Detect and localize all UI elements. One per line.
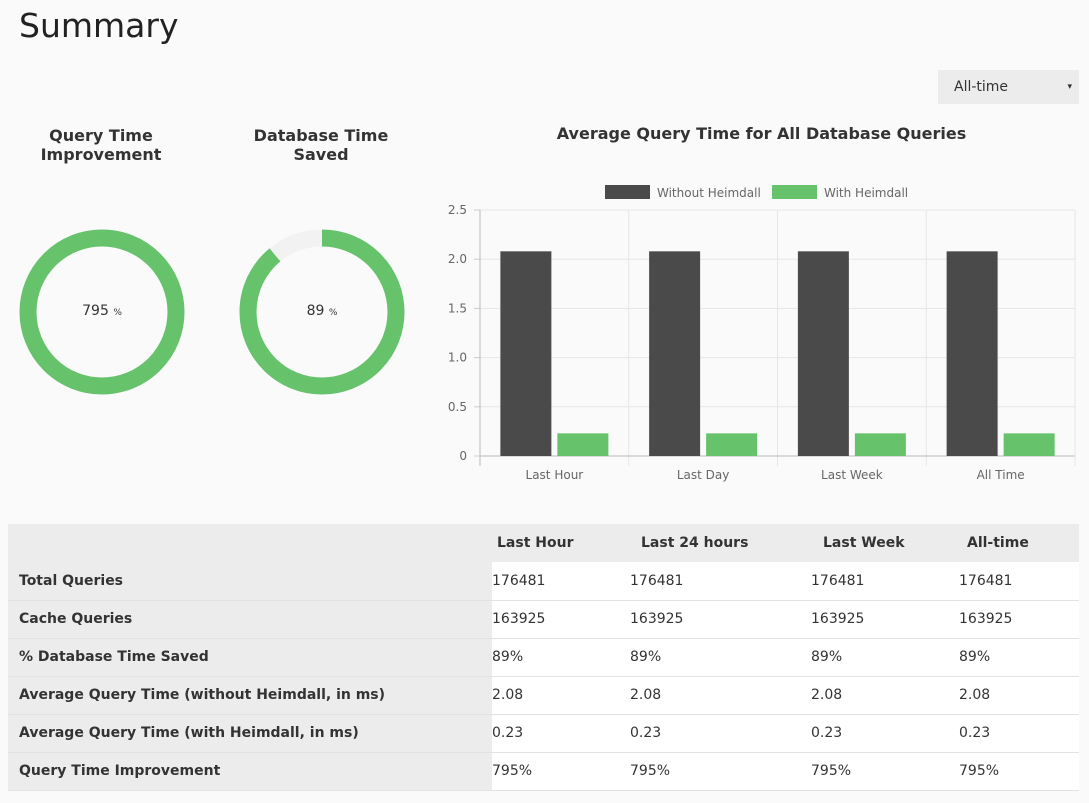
table-cell: 795%	[959, 752, 1079, 791]
table-header-cell: All-time	[959, 524, 1079, 562]
table-header-cell: Last Hour	[492, 524, 630, 562]
table-cell: 0.23	[630, 714, 811, 753]
bar-without-heimdall	[946, 251, 998, 456]
donut-title: Database Time Saved	[231, 126, 411, 164]
donut-title: Query Time Improvement	[11, 126, 191, 164]
table-cell: 795%	[492, 752, 630, 791]
donut-value: 89 %	[239, 303, 405, 319]
average-query-time-chart: Without Heimdall With Heimdall 0 0.5 1.0 1.5 2…	[448, 185, 1076, 482]
query-time-improvement-widget: Query Time Improvement	[11, 126, 191, 164]
table-cell: 795%	[811, 752, 959, 791]
row-label: Query Time Improvement	[8, 752, 492, 791]
row-label: % Database Time Saved	[8, 638, 492, 677]
row-label: Total Queries	[8, 562, 492, 601]
y-tick-label: 2.0	[448, 252, 467, 266]
table-cell: 176481	[959, 562, 1079, 601]
bar-without-heimdall	[797, 251, 849, 456]
table-cell: 163925	[492, 600, 630, 639]
table-cell: 163925	[630, 600, 811, 639]
table-row: Average Query Time (without Heimdall, in…	[8, 676, 1079, 715]
table-header-row: Last Hour Last 24 hours Last Week All-ti…	[8, 524, 1079, 562]
chart-title: Average Query Time for All Database Quer…	[556, 124, 967, 143]
query-time-improvement-donut	[19, 229, 185, 395]
donut-title-line: Query Time	[49, 126, 153, 145]
table-cell: 2.08	[630, 676, 811, 715]
donut-title-line: Saved	[293, 145, 349, 164]
donut-value-unit: %	[113, 308, 122, 318]
table-cell: 89%	[959, 638, 1079, 677]
y-tick-label: 0	[459, 449, 467, 463]
donut-value-number: 89	[306, 303, 325, 319]
y-tick-label: 0.5	[448, 400, 467, 414]
bar-with-heimdall	[706, 433, 758, 456]
donut-value-number: 795	[82, 303, 109, 319]
legend-swatch	[772, 185, 817, 199]
x-tick-label: Last Week	[821, 468, 883, 482]
table-row: Average Query Time (with Heimdall, in ms…	[8, 714, 1079, 753]
bar-with-heimdall	[557, 433, 609, 456]
x-tick-label: Last Hour	[526, 468, 584, 482]
table-cell: 2.08	[959, 676, 1079, 715]
table-cell: 176481	[630, 562, 811, 601]
table-cell: 89%	[811, 638, 959, 677]
donut-title-line: Improvement	[40, 145, 162, 164]
bar-without-heimdall	[500, 251, 552, 456]
page-title: Summary	[19, 6, 179, 45]
table-row: Cache Queries 163925 163925 163925 16392…	[8, 600, 1079, 639]
table-row: % Database Time Saved 89% 89% 89% 89%	[8, 638, 1079, 677]
bar-with-heimdall	[1003, 433, 1055, 456]
donut-arc	[19, 229, 185, 395]
table-cell: 89%	[492, 638, 630, 677]
y-tick-label: 1.5	[448, 301, 467, 315]
legend-swatch	[605, 185, 650, 199]
period-select-value: All-time	[954, 79, 1009, 95]
bar-without-heimdall	[649, 251, 701, 456]
y-tick-label: 2.5	[448, 203, 467, 217]
row-label: Average Query Time (without Heimdall, in…	[8, 676, 492, 715]
donut-value-unit: %	[328, 308, 338, 318]
donut-arc	[239, 229, 405, 395]
donut-value: 795 %	[19, 303, 185, 319]
database-time-saved-donut	[239, 229, 405, 395]
x-tick-label: All Time	[977, 468, 1025, 482]
table-row: Query Time Improvement 795% 795% 795% 79…	[8, 752, 1079, 791]
chevron-down-icon: ▾	[1067, 82, 1072, 92]
table-header-cell	[8, 524, 492, 562]
y-tick-label: 1.0	[448, 351, 467, 365]
table-cell: 163925	[811, 600, 959, 639]
row-label: Average Query Time (with Heimdall, in ms…	[8, 714, 492, 753]
legend-label: Without Heimdall	[657, 186, 761, 200]
table-header-cell: Last 24 hours	[630, 524, 811, 562]
period-select[interactable]: All-time ▾	[938, 70, 1079, 104]
table-cell: 0.23	[492, 714, 630, 753]
database-time-saved-widget: Database Time Saved	[231, 126, 411, 164]
table-cell: 163925	[959, 600, 1079, 639]
table-row: Total Queries 176481 176481 176481 17648…	[8, 562, 1079, 601]
table-cell: 176481	[492, 562, 630, 601]
legend-label: With Heimdall	[824, 186, 908, 200]
table-cell: 176481	[811, 562, 959, 601]
table-cell: 2.08	[492, 676, 630, 715]
table-cell: 0.23	[959, 714, 1079, 753]
x-tick-label: Last Day	[677, 468, 730, 482]
donut-title-line: Database Time	[253, 126, 389, 145]
table-cell: 795%	[630, 752, 811, 791]
table-cell: 2.08	[811, 676, 959, 715]
table-header-cell: Last Week	[811, 524, 959, 562]
bar-with-heimdall	[854, 433, 906, 456]
summary-table: Last Hour Last 24 hours Last Week All-ti…	[8, 524, 1079, 791]
table-cell: 89%	[630, 638, 811, 677]
table-cell: 0.23	[811, 714, 959, 753]
row-label: Cache Queries	[8, 600, 492, 639]
